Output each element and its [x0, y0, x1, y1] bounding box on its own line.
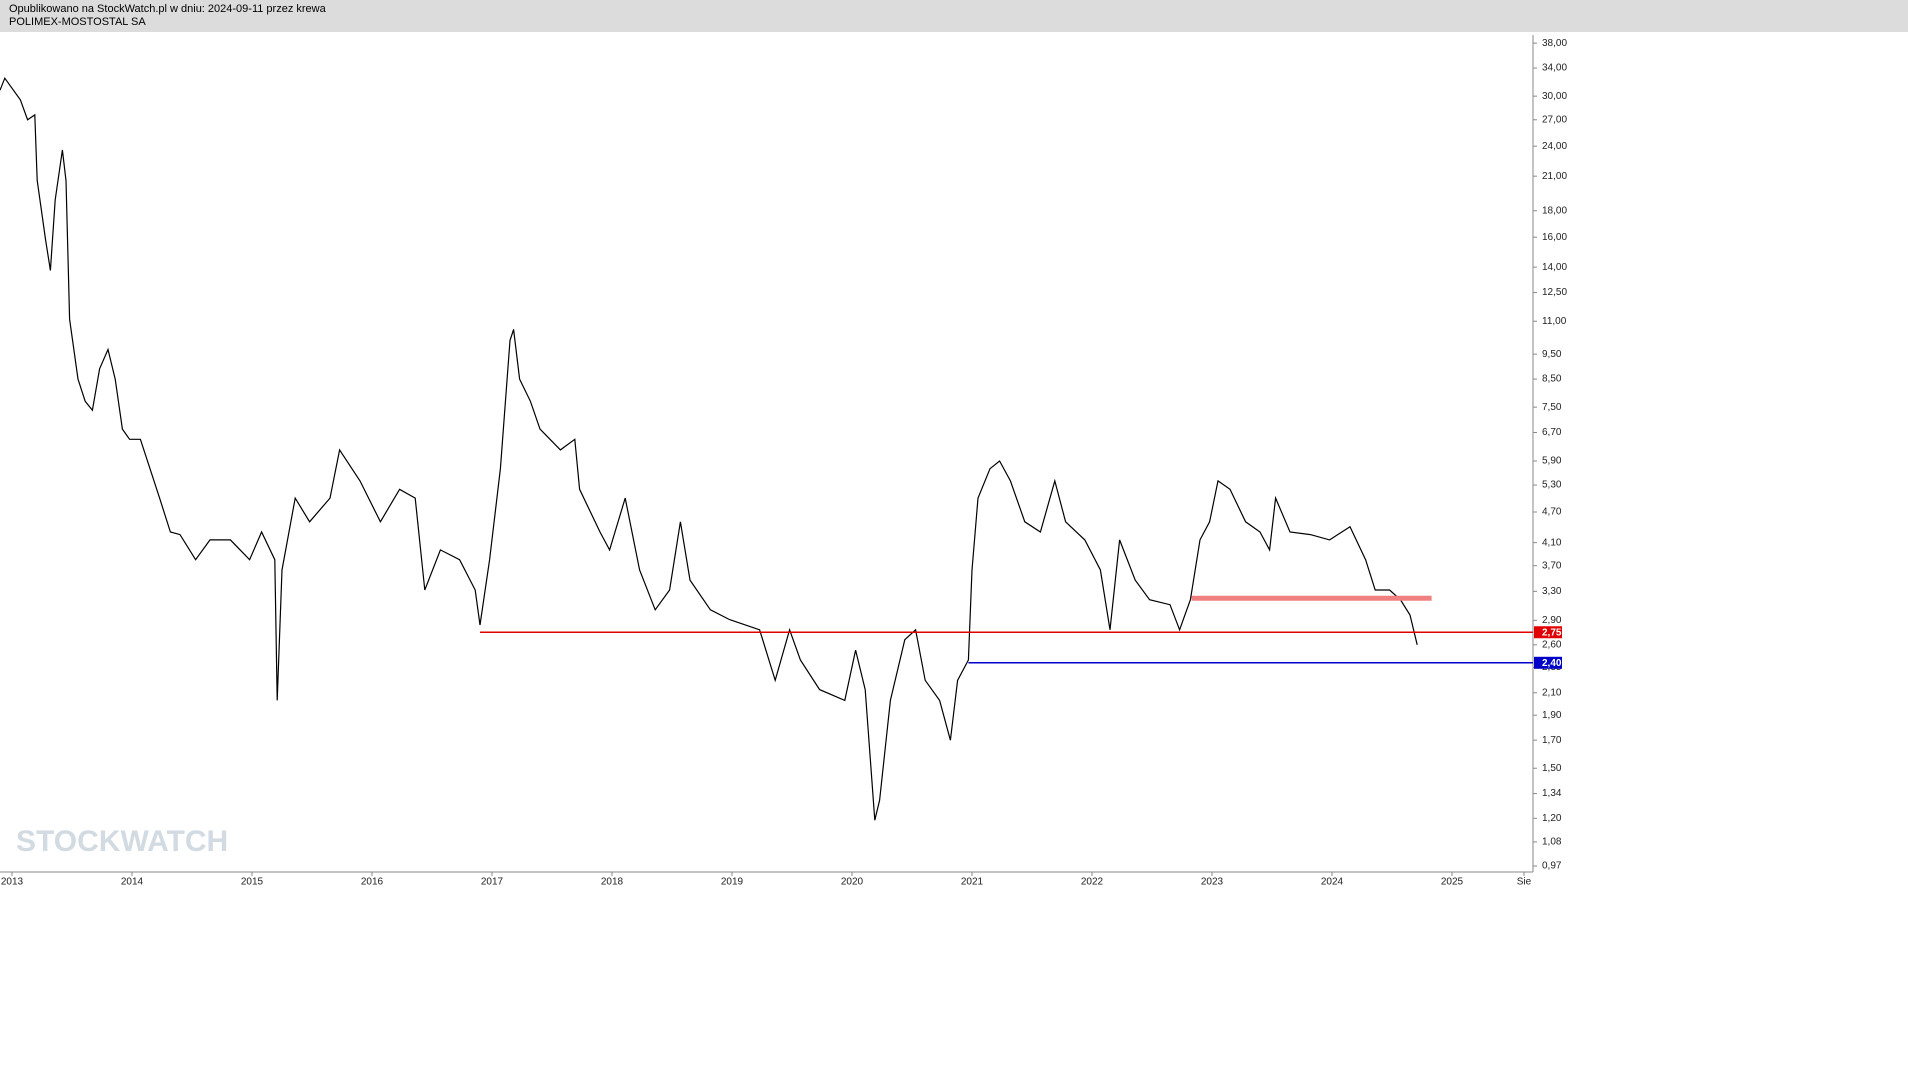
y-tick-label: 1,34 [1542, 788, 1562, 799]
y-tick-label: 2,10 [1542, 687, 1562, 698]
y-tick-label: 12,50 [1542, 287, 1567, 298]
y-tick-label: 27,00 [1542, 114, 1567, 125]
y-tick-label: 1,70 [1542, 735, 1562, 746]
x-tick-label: 2021 [961, 877, 984, 888]
y-tick-label: 2,60 [1542, 639, 1562, 650]
x-tick-label: 2024 [1321, 877, 1344, 888]
y-tick-label: 1,08 [1542, 837, 1562, 848]
level-label: 2,75 [1542, 627, 1562, 638]
y-tick-label: 2,90 [1542, 615, 1562, 626]
y-tick-label: 4,10 [1542, 537, 1562, 548]
header-line: POLIMEX-MOSTOSTAL SA [9, 16, 146, 28]
y-tick-label: 14,00 [1542, 262, 1567, 273]
y-tick-label: 1,20 [1542, 813, 1562, 824]
y-tick-label: 3,70 [1542, 560, 1562, 571]
x-tick-label: 2022 [1081, 877, 1104, 888]
y-tick-label: 4,70 [1542, 507, 1562, 518]
header-line: Opublikowano na StockWatch.pl w dniu: 20… [9, 3, 326, 15]
y-tick-label: 0,97 [1542, 861, 1562, 872]
level-label: 2,40 [1542, 658, 1562, 669]
header: Opublikowano na StockWatch.pl w dniu: 20… [0, 0, 1908, 32]
x-tick-label: 2016 [361, 877, 384, 888]
x-tick-label: 2020 [841, 877, 864, 888]
y-tick-label: 38,00 [1542, 38, 1567, 49]
x-tick-label: 2019 [721, 877, 744, 888]
x-tick-label: Sie [1517, 877, 1532, 888]
y-tick-label: 3,30 [1542, 586, 1562, 597]
x-tick-label: 2013 [1, 877, 24, 888]
level-label-box [1534, 656, 1562, 669]
x-tick-label: 2018 [601, 877, 624, 888]
y-tick-label: 11,00 [1542, 316, 1567, 327]
x-tick-label: 2025 [1441, 877, 1464, 888]
x-tick-label: 2017 [481, 877, 504, 888]
y-tick-label: 24,00 [1542, 141, 1567, 152]
level-label-box [1534, 626, 1562, 639]
x-tick-label: 2014 [121, 877, 144, 888]
y-tick-label: 7,50 [1542, 402, 1562, 413]
y-tick-label: 1,90 [1542, 710, 1562, 721]
x-tick-label: 2015 [241, 877, 264, 888]
y-tick-label: 34,00 [1542, 63, 1567, 74]
y-tick-label: 5,30 [1542, 480, 1562, 491]
y-tick-label: 1,50 [1542, 763, 1562, 774]
price-line [0, 76, 1418, 821]
y-tick-label: 18,00 [1542, 205, 1567, 216]
x-tick-label: 2023 [1201, 877, 1224, 888]
y-tick-label: 9,50 [1542, 349, 1562, 360]
watermark: STOCKWATCH [16, 825, 228, 858]
y-tick-label: 30,00 [1542, 91, 1567, 102]
y-tick-label: 8,50 [1542, 374, 1562, 385]
y-tick-label: 21,00 [1542, 171, 1567, 182]
y-tick-label: 16,00 [1542, 232, 1567, 243]
y-tick-label: 6,70 [1542, 427, 1562, 438]
y-tick-label: 5,90 [1542, 456, 1562, 467]
